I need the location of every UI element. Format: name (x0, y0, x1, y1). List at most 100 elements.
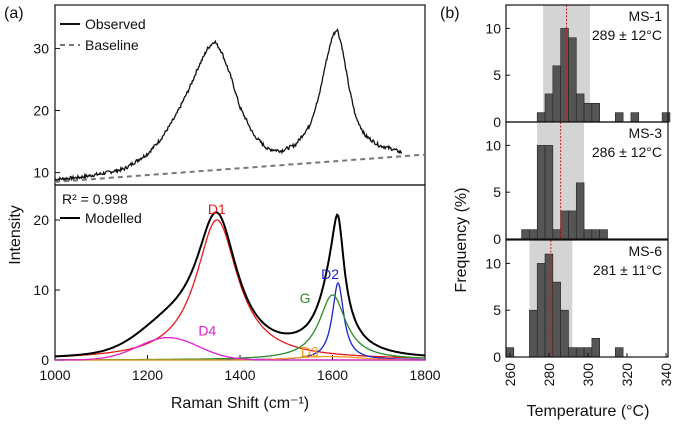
y-tick-label: 0 (493, 114, 501, 130)
histogram-bar (568, 210, 577, 240)
histogram-bar (536, 263, 546, 358)
raman-modelled-chart: 0 10 20 1000 1200 1400 1600 1800 D1 D2 G D3 D4 R² … (33, 184, 441, 383)
x-tick-label: 300 (580, 363, 596, 387)
r-squared-text: R² = 0.998 (62, 191, 128, 207)
x-tick-label: 260 (502, 363, 518, 387)
histogram-bar (568, 37, 577, 123)
band-d1-curve (55, 219, 425, 359)
temperature-stat-label: 286 ± 12°C (592, 144, 662, 160)
band-labels: D1 D2 G D3 D4 (198, 201, 339, 360)
histogram-bar (591, 229, 600, 240)
y-tick-label: 10 (485, 20, 501, 36)
histogram-bar (560, 309, 569, 358)
histogram-frame (505, 121, 669, 240)
histogram-bar (575, 347, 585, 358)
y-tick-label: 10 (33, 165, 49, 181)
x-tick-label: 340 (658, 363, 674, 387)
band-label-d3: D3 (301, 344, 319, 360)
histogram-bar (575, 93, 585, 123)
histogram-bar (615, 112, 624, 123)
y-tick-label: 5 (493, 302, 501, 318)
histogram-bar (544, 93, 554, 123)
fitted-bands (55, 219, 426, 361)
histogram-bar (552, 65, 561, 123)
raman-x-ticks: 1000 1200 1400 1600 1800 (39, 355, 441, 383)
histogram-ms-3: 0 5 10 MS-3 286 ± 12°C (485, 121, 669, 247)
histogram-x-axis-label: Temperature (°C) (527, 403, 650, 420)
histogram-bar (544, 253, 554, 358)
histogram-bar (615, 347, 624, 358)
band-d3-curve (55, 355, 425, 361)
y-tick-label: 0 (493, 349, 501, 365)
histogram-bar (591, 102, 600, 123)
y-tick-label: 10 (485, 137, 501, 153)
histogram-bar (544, 145, 554, 240)
band-label-d4: D4 (198, 323, 216, 339)
band-g-curve (55, 294, 426, 361)
histogram-bar (521, 229, 530, 240)
sample-label: MS-3 (629, 125, 663, 141)
y-tick-label: 5 (493, 184, 501, 200)
histogram-bar (552, 281, 561, 358)
histogram-ms-1: 0 5 10 MS-1 289 ± 12°C (485, 4, 671, 130)
histogram-bar (575, 182, 585, 240)
x-tick-label: 1000 (39, 367, 70, 383)
x-tick-label: 320 (619, 363, 635, 387)
histogram-bar (560, 28, 569, 123)
modelled-spectrum-line (55, 211, 426, 358)
y-tick-label: 30 (33, 40, 49, 56)
raman-observed-chart: 10 20 30 Observed Baseline (33, 4, 426, 186)
panel-label-b: (b) (440, 5, 460, 22)
histogram-bar (529, 309, 538, 358)
y-tick-label: 5 (493, 67, 501, 83)
y-tick-label: 0 (493, 231, 501, 247)
x-tick-label: 1800 (409, 367, 440, 383)
temperature-stat-label: 281 ± 11°C (593, 262, 662, 278)
histogram-bar (591, 337, 600, 358)
baseline-line (54, 153, 426, 183)
y-tick-label: 10 (33, 282, 49, 298)
histogram-bar (583, 102, 593, 123)
legend-modelled-label: Modelled (85, 210, 142, 226)
histogram-frame (505, 239, 669, 358)
histogram-bar (529, 229, 538, 240)
legend-baseline: Baseline (60, 37, 139, 53)
histogram-bar (599, 229, 608, 240)
raman-y-axis-label: Intensity (7, 205, 24, 265)
band-label-g: G (300, 290, 311, 306)
panel-label-a: (a) (4, 5, 24, 22)
histogram-bar (661, 112, 671, 123)
histogram-bar (560, 210, 569, 240)
raman-top-y-ticks: 10 20 30 (33, 40, 60, 181)
band-label-d1: D1 (208, 201, 226, 217)
histogram-x-ticks: 260 280 300 320 340 (502, 353, 674, 386)
y-tick-label: 0 (41, 352, 49, 368)
x-tick-label: 280 (541, 363, 557, 387)
raman-x-axis-label: Raman Shift (cm⁻¹) (171, 395, 309, 412)
x-tick-label: 1600 (317, 367, 348, 383)
legend-observed: Observed (60, 16, 146, 32)
raman-bottom-y-ticks: 0 10 20 (33, 212, 60, 368)
histogram-bar (552, 229, 561, 240)
observed-spectrum-line (54, 28, 402, 183)
legend-modelled: Modelled (60, 210, 142, 226)
legend-observed-label: Observed (85, 16, 146, 32)
histogram-ms-6: 0 5 10 MS-6 281 ± 11°C (485, 239, 669, 365)
band-d4-curve (55, 336, 425, 361)
histogram-bar (536, 112, 546, 123)
histogram-bar (568, 347, 577, 358)
x-tick-label: 1400 (224, 367, 255, 383)
histogram-bar (536, 145, 546, 240)
y-tick-label: 20 (33, 212, 49, 228)
histogram-bar (630, 112, 640, 123)
y-tick-label: 10 (485, 255, 501, 271)
sample-label: MS-1 (629, 8, 663, 24)
histogram-y-axis-label: Frequency (%) (453, 188, 470, 293)
x-tick-label: 1200 (132, 367, 163, 383)
temperature-histograms: 0 5 10 MS-1 289 ± 12°C 0 5 10 MS-3 286 ± 12°C 0 5 10… (485, 4, 671, 365)
temperature-stat-label: 289 ± 12°C (592, 27, 662, 43)
band-label-d2: D2 (321, 266, 339, 282)
y-tick-label: 20 (33, 103, 49, 119)
legend-baseline-label: Baseline (85, 37, 139, 53)
